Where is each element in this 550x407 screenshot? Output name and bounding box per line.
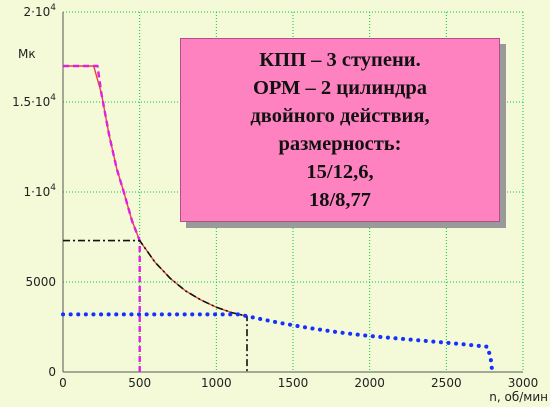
y-tick-label: 0 (48, 365, 56, 379)
y-tick-exponent: 4 (50, 3, 56, 13)
y-tick-label: 2·104 (24, 3, 57, 19)
x-tick-label: 1500 (278, 376, 309, 390)
y-tick-base: 5000 (25, 275, 56, 289)
x-tick-label: 500 (128, 376, 151, 390)
info-line-cylinders: ОРМ – 2 цилиндра (252, 77, 428, 99)
y-axis-label: Мк (18, 47, 36, 61)
y-tick-label: 5000 (25, 275, 56, 289)
third-gear-dotted-line (61, 312, 495, 374)
x-axis-label: n, об/мин (489, 390, 548, 404)
x-tick-label: 2000 (354, 376, 385, 390)
tick-labels: 0 500 1000 1500 2000 2500 3000050001·1041.5·10… (12, 3, 538, 390)
x-tick-label: 1000 (201, 376, 232, 390)
y-tick-base: 1.5·10 (12, 95, 50, 109)
x-tick-label: 3000 (508, 376, 539, 390)
first-gear-dashed-line (63, 64, 141, 372)
info-line-dimension-1: 15/12,6, (306, 161, 374, 183)
series-lines (61, 64, 495, 374)
info-line-gearbox: КПП – 3 ступени. (259, 49, 421, 71)
y-tick-base: 2·10 (24, 5, 51, 19)
y-tick-label: 1·104 (24, 183, 57, 199)
y-tick-base: 0 (48, 365, 56, 379)
y-tick-label: 1.5·104 (12, 93, 56, 109)
info-line-dimension-label: размерность: (278, 133, 402, 155)
info-box: КПП – 3 ступени. ОРМ – 2 цилиндра двойно… (180, 38, 500, 222)
second-gear-dashdot-line (63, 239, 248, 372)
y-tick-exponent: 4 (50, 93, 56, 103)
x-tick-label: 0 (59, 376, 67, 390)
y-tick-exponent: 4 (50, 183, 56, 193)
info-line-action: двойного действия, (250, 105, 430, 127)
y-tick-base: 1·10 (24, 185, 51, 199)
info-line-dimension-2: 18/8,77 (308, 189, 372, 211)
x-tick-label: 2500 (431, 376, 462, 390)
